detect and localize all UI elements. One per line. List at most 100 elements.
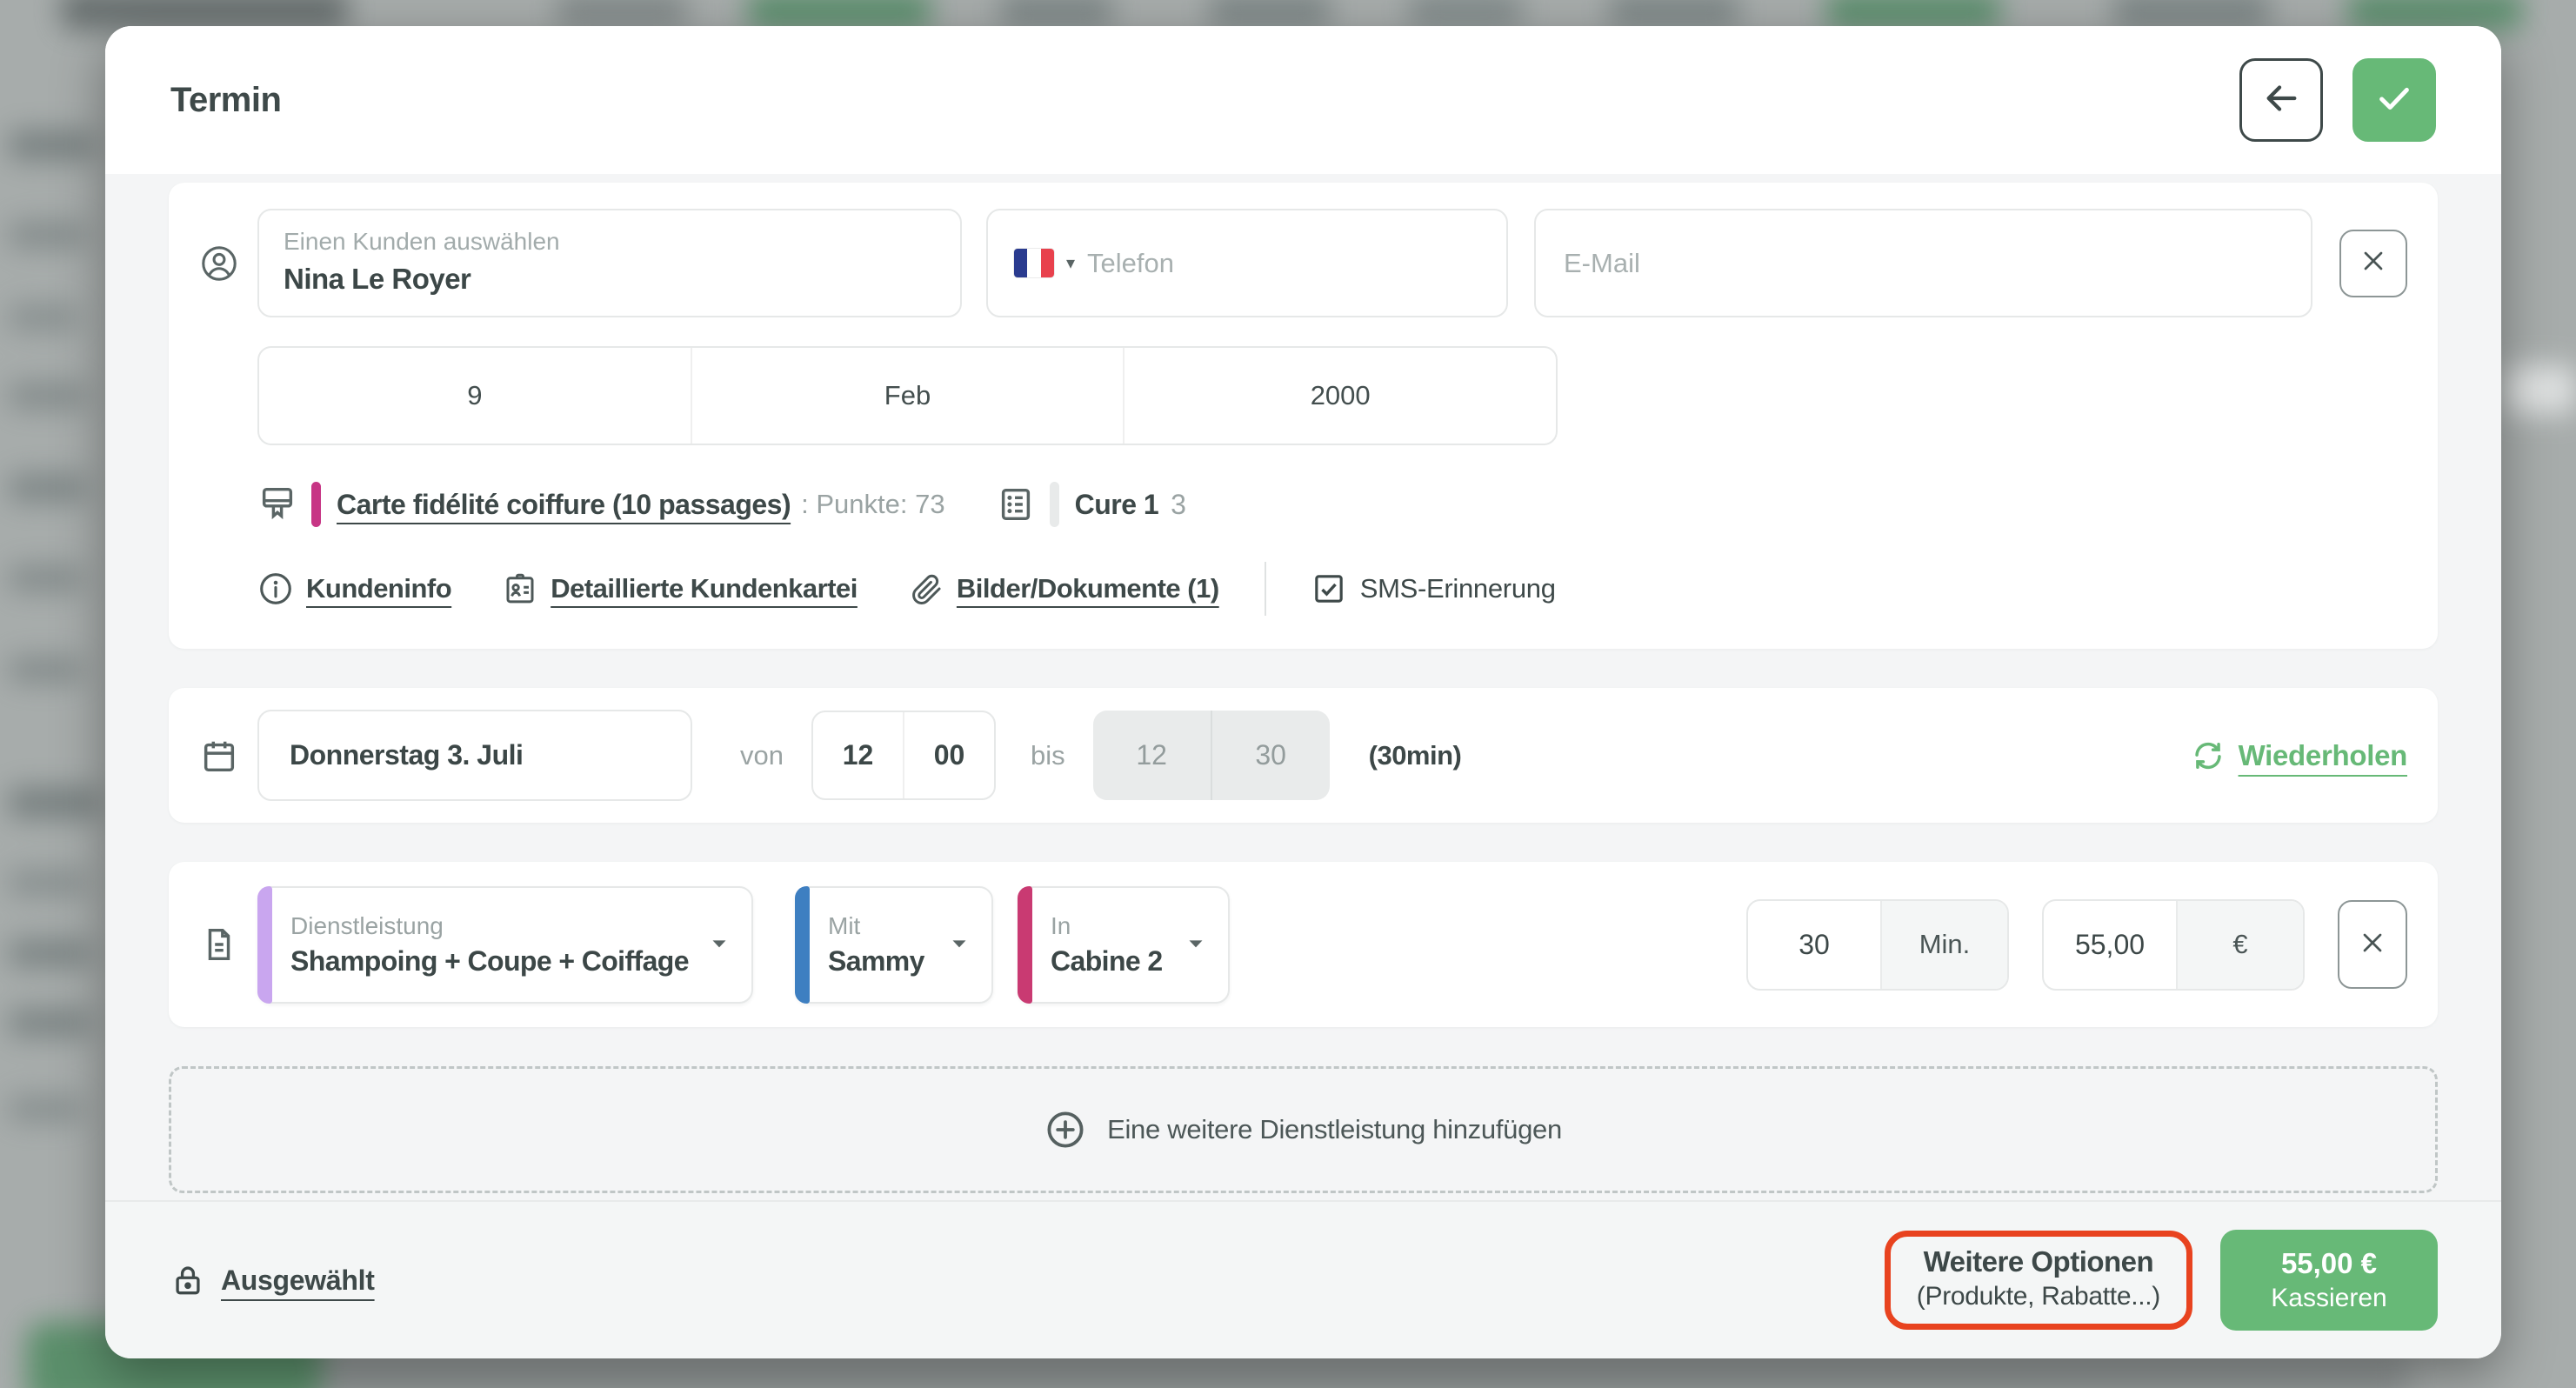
selected-label: Ausgewählt — [221, 1264, 375, 1296]
document-icon — [199, 924, 257, 964]
loyalty-row: Carte fidélité coiffure (10 passages) : … — [257, 477, 2407, 532]
to-label: bis — [1030, 739, 1065, 771]
repeat-label: Wiederholen — [2238, 738, 2408, 771]
customer-record-label: Detaillierte Kundenkartei — [551, 573, 858, 604]
loyalty-card-link[interactable]: Carte fidélité coiffure (10 passages) — [337, 488, 791, 520]
duration-hint: (30min) — [1368, 739, 1462, 771]
appointment-modal: Termin Einen Kunden auswähle — [105, 26, 2501, 1358]
customer-select-label: Einen Kunden auswählen — [284, 228, 560, 255]
calendar-icon — [199, 736, 257, 776]
chevron-down-icon — [946, 931, 972, 961]
page-title: Termin — [170, 80, 282, 119]
birthday-picker: 9 Feb 2000 — [257, 346, 1558, 445]
checkout-label: Kassieren — [2271, 1284, 2387, 1312]
sms-reminder-checkbox[interactable]: SMS-Erinnerung — [1311, 571, 1556, 606]
start-hour[interactable]: 12 — [842, 739, 874, 771]
loyalty-points: : Punkte: 73 — [801, 489, 945, 519]
cure-color-bar — [1049, 482, 1059, 527]
chevron-down-icon — [1183, 931, 1209, 961]
room-label: In — [1051, 911, 1071, 939]
lock-icon — [169, 1261, 207, 1299]
email-field[interactable] — [1534, 209, 2312, 317]
end-hour[interactable]: 12 — [1136, 739, 1167, 771]
datetime-section: Donnerstag 3. Juli von 12 00 bis 12 30 (… — [169, 688, 2438, 823]
customer-record-link[interactable]: Detaillierte Kundenkartei — [502, 571, 858, 607]
room-value: Cabine 2 — [1051, 944, 1163, 977]
staff-dropdown[interactable]: Mit Sammy — [795, 885, 993, 1004]
duration-input[interactable]: 30 — [1799, 928, 1830, 960]
customer-info-label: Kundeninfo — [306, 573, 452, 604]
price-field: 55,00 € — [2042, 898, 2305, 991]
staff-color-bar — [795, 885, 810, 1004]
service-color-bar — [257, 885, 272, 1004]
check-icon — [2374, 78, 2414, 123]
room-dropdown[interactable]: In Cabine 2 — [1018, 885, 1230, 1004]
email-input[interactable] — [1564, 247, 2311, 279]
birthday-month[interactable]: Feb — [690, 348, 1124, 444]
france-flag-icon[interactable] — [1014, 249, 1054, 277]
remove-customer-button[interactable] — [2339, 229, 2407, 297]
header-actions — [2239, 58, 2436, 142]
close-icon — [2357, 927, 2388, 963]
cure-group: Cure 1 3 — [996, 482, 1186, 527]
staff-label: Mit — [828, 911, 861, 939]
phone-field[interactable]: ▾ — [986, 209, 1508, 317]
service-section: Dienstleistung Shampoing + Coupe + Coiff… — [169, 862, 2438, 1027]
price-unit: € — [2176, 900, 2303, 989]
start-time-field: 12 00 — [811, 711, 996, 800]
close-icon — [2358, 245, 2389, 281]
add-service-button[interactable]: Eine weitere Dienstleistung hinzufügen — [169, 1066, 2438, 1193]
plus-circle-icon — [1044, 1109, 1086, 1151]
price-input[interactable]: 55,00 — [2074, 928, 2146, 960]
chevron-down-icon — [706, 931, 732, 961]
birthday-day[interactable]: 9 — [467, 380, 483, 410]
divider — [1264, 562, 1266, 616]
duration-field: 30 Min. — [1746, 898, 2009, 991]
customer-links-row: Kundeninfo Detaillierte Kundenkartei Bil… — [257, 558, 2407, 619]
add-service-label: Eine weitere Dienstleistung hinzufügen — [1107, 1114, 1562, 1144]
documents-link[interactable]: Bilder/Dokumente (1) — [908, 571, 1219, 607]
paperclip-icon — [908, 571, 944, 607]
back-button[interactable] — [2239, 58, 2323, 142]
repeat-link[interactable]: Wiederholen — [2190, 737, 2407, 774]
modal-footer: Ausgewählt Weitere Optionen (Produkte, R… — [105, 1200, 2501, 1358]
modal-header: Termin — [105, 26, 2501, 174]
cure-value: 3 — [1171, 488, 1186, 520]
checkbox-checked-icon — [1311, 571, 1346, 606]
documents-label: Bilder/Dokumente (1) — [956, 573, 1219, 604]
more-options-button[interactable]: Weitere Optionen (Produkte, Rabatte...) — [1884, 1231, 2192, 1330]
confirm-button[interactable] — [2352, 58, 2436, 142]
end-time-field: 12 30 — [1092, 711, 1330, 800]
customer-name: Nina Le Royer — [284, 263, 471, 295]
customer-info-link[interactable]: Kundeninfo — [257, 571, 452, 607]
service-value: Shampoing + Coupe + Coiffage — [290, 944, 690, 977]
date-field[interactable]: Donnerstag 3. Juli — [257, 710, 692, 801]
customer-section: Einen Kunden auswählen Nina Le Royer ▾ — [169, 183, 2438, 649]
cure-label: Cure 1 — [1074, 488, 1159, 520]
sms-reminder-label: SMS-Erinnerung — [1359, 573, 1556, 604]
start-minute[interactable]: 00 — [902, 712, 994, 798]
selected-link[interactable]: Ausgewählt — [169, 1261, 375, 1299]
from-label: von — [740, 739, 784, 771]
card-terminal-icon — [257, 483, 297, 527]
service-label: Dienstleistung — [290, 911, 444, 939]
checkout-button[interactable]: 55,00 € Kassieren — [2220, 1230, 2438, 1331]
room-color-bar — [1018, 885, 1032, 1004]
chevron-down-icon[interactable]: ▾ — [1066, 254, 1076, 273]
more-options-title: Weitere Optionen — [1923, 1245, 2154, 1278]
phone-input[interactable] — [1087, 247, 1506, 279]
user-circle-icon — [199, 244, 257, 284]
more-options-subtitle: (Produkte, Rabatte...) — [1916, 1282, 2161, 1311]
staff-value: Sammy — [828, 944, 924, 977]
modal-body: Einen Kunden auswählen Nina Le Royer ▾ — [105, 174, 2501, 1200]
end-minute[interactable]: 30 — [1210, 711, 1330, 800]
list-icon — [996, 484, 1036, 524]
remove-service-button[interactable] — [2338, 900, 2407, 989]
id-badge-icon — [502, 571, 538, 607]
service-dropdown[interactable]: Dienstleistung Shampoing + Coupe + Coiff… — [257, 885, 753, 1004]
birthday-year[interactable]: 2000 — [1123, 348, 1556, 444]
arrow-left-icon — [2261, 78, 2301, 123]
duration-unit: Min. — [1880, 900, 2007, 989]
info-icon — [257, 571, 294, 607]
customer-select-field[interactable]: Einen Kunden auswählen Nina Le Royer — [257, 209, 962, 317]
